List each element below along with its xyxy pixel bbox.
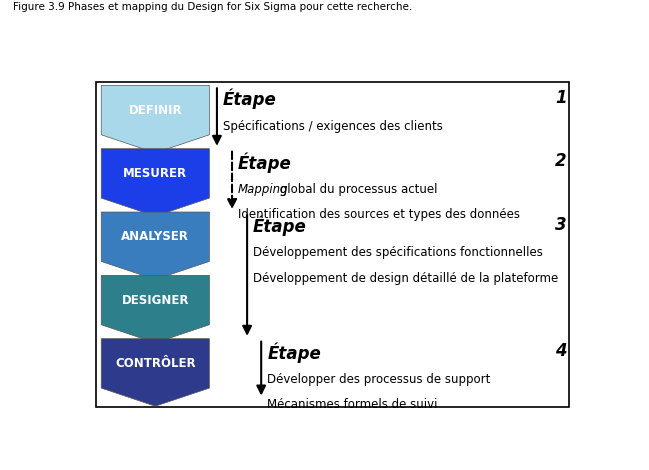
Text: CONTRÔLER: CONTRÔLER (115, 357, 195, 370)
Text: Étape: Étape (253, 216, 307, 236)
Text: Identification des sources et types des données: Identification des sources et types des … (238, 208, 520, 221)
Text: ANALYSER: ANALYSER (121, 230, 190, 243)
Text: Figure 3.9 Phases et mapping du Design for Six Sigma pour cette recherche.: Figure 3.9 Phases et mapping du Design f… (13, 2, 412, 12)
Text: 3: 3 (555, 216, 567, 234)
Polygon shape (101, 275, 210, 343)
Text: Développer des processus de support: Développer des processus de support (267, 373, 491, 386)
Text: Mapping: Mapping (238, 183, 289, 196)
Text: Étape: Étape (223, 89, 276, 110)
Polygon shape (101, 86, 210, 153)
Text: Développement des spécifications fonctionnelles: Développement des spécifications fonctio… (253, 246, 543, 259)
Text: Développement de design détaillé de la plateforme: Développement de design détaillé de la p… (253, 272, 558, 285)
Text: Spécifications / exigences des clients: Spécifications / exigences des clients (223, 120, 443, 133)
Text: 1: 1 (555, 89, 567, 107)
Text: global du processus actuel: global du processus actuel (276, 183, 438, 196)
Text: Mécanismes formels de suivi: Mécanismes formels de suivi (267, 399, 437, 411)
Text: Étape: Étape (238, 152, 292, 173)
Polygon shape (101, 339, 210, 406)
Text: DESIGNER: DESIGNER (121, 294, 189, 306)
Polygon shape (101, 212, 210, 280)
Text: 4: 4 (555, 342, 567, 360)
Polygon shape (101, 149, 210, 216)
Text: Étape: Étape (267, 342, 321, 363)
Text: 2: 2 (555, 152, 567, 170)
Text: MESURER: MESURER (123, 167, 188, 180)
Text: DEFINIR: DEFINIR (129, 103, 182, 117)
FancyBboxPatch shape (96, 82, 569, 407)
